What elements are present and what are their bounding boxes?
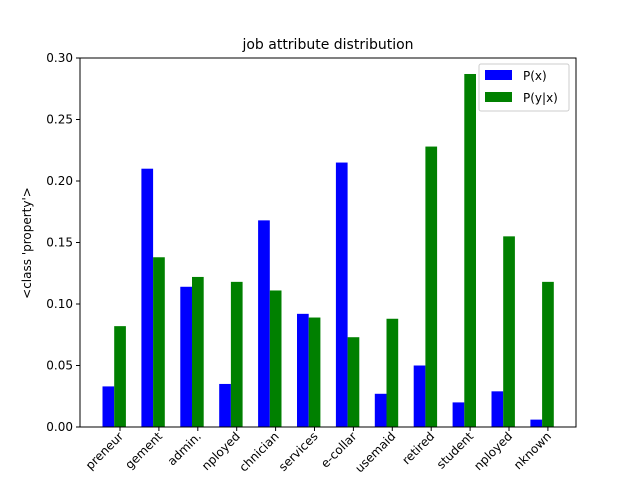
bar-px-6 bbox=[335, 162, 348, 428]
y-tick-label: 0.25 bbox=[46, 113, 73, 127]
bar-pyx-2 bbox=[192, 276, 204, 427]
y-tick-label: 0.20 bbox=[46, 174, 73, 188]
bar-pyx-3 bbox=[230, 281, 243, 427]
bar-px-11 bbox=[530, 419, 543, 427]
chart-title: job attribute distribution bbox=[241, 37, 413, 53]
bar-pyx-7 bbox=[386, 318, 399, 427]
x-tick-label: usemaid bbox=[352, 429, 398, 475]
bar-px-5 bbox=[297, 313, 309, 427]
plot-frame bbox=[79, 57, 577, 428]
x-tick-label: gement bbox=[122, 429, 165, 472]
x-tick-label: student bbox=[434, 429, 477, 472]
legend-label-pyx: P(y|x) bbox=[523, 91, 558, 105]
legend: P(x) P(y|x) bbox=[478, 63, 570, 112]
bar-px-2 bbox=[180, 286, 192, 427]
x-tick-label: admin. bbox=[165, 429, 204, 468]
y-tick-label: 0.10 bbox=[46, 297, 73, 311]
legend-swatch-px bbox=[485, 70, 512, 80]
y-tick-label: 0.00 bbox=[46, 420, 73, 434]
bar-px-3 bbox=[219, 383, 231, 427]
bar-pyx-9 bbox=[464, 73, 476, 428]
bar-pyx-0 bbox=[114, 326, 126, 427]
legend-swatch-pyx bbox=[485, 92, 512, 102]
bar-px-9 bbox=[452, 402, 465, 427]
x-tick-label: preneur bbox=[83, 429, 126, 472]
bar-px-1 bbox=[141, 168, 154, 427]
bar-pyx-6 bbox=[347, 337, 360, 427]
bar-px-4 bbox=[258, 220, 270, 427]
bar-pyx-4 bbox=[269, 290, 282, 427]
bar-pyx-8 bbox=[425, 146, 438, 427]
x-tick-label: nployed bbox=[471, 429, 515, 473]
bar-px-0 bbox=[102, 386, 115, 427]
x-tick-label: nployed bbox=[199, 429, 243, 473]
bar-px-8 bbox=[413, 365, 426, 427]
bars-group bbox=[102, 73, 554, 428]
bar-px-7 bbox=[374, 393, 387, 427]
x-tick-label: services bbox=[276, 429, 321, 474]
y-tick-label: 0.30 bbox=[46, 51, 73, 65]
y-axis: 0.00 0.05 0.10 0.15 0.20 0.25 0.30 bbox=[46, 51, 80, 434]
bar-pyx-1 bbox=[153, 257, 165, 427]
x-tick-label: chnician bbox=[236, 429, 281, 474]
x-tick-label: retired bbox=[399, 429, 437, 467]
x-tick-label: nknown bbox=[511, 429, 554, 472]
bar-pyx-5 bbox=[308, 317, 321, 427]
y-axis-label: <class 'property'> bbox=[20, 187, 34, 299]
y-tick-label: 0.05 bbox=[46, 359, 73, 373]
bar-pyx-11 bbox=[542, 281, 554, 427]
bar-px-10 bbox=[491, 391, 504, 427]
y-tick-label: 0.15 bbox=[46, 236, 73, 250]
legend-label-px: P(x) bbox=[523, 69, 547, 83]
bar-pyx-10 bbox=[503, 236, 515, 427]
